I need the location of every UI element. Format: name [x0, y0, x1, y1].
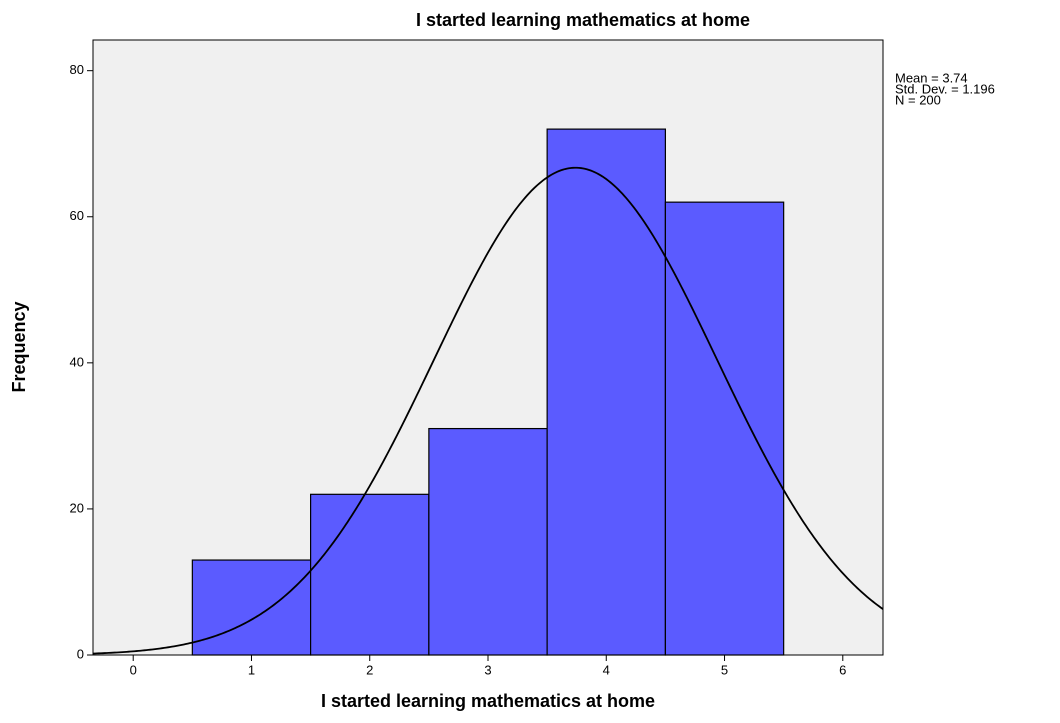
- stat-label: Std. Dev. = 1.196: [895, 81, 995, 96]
- x-tick-label: 3: [484, 662, 491, 677]
- y-tick-label: 20: [70, 500, 84, 515]
- x-tick-label: 4: [603, 662, 610, 677]
- y-axis-label: Frequency: [9, 301, 29, 392]
- x-axis-label: I started learning mathematics at home: [321, 691, 655, 711]
- y-tick-label: 40: [70, 354, 84, 369]
- x-tick-label: 0: [130, 662, 137, 677]
- y-tick-label: 60: [70, 208, 84, 223]
- x-tick-label: 1: [248, 662, 255, 677]
- x-tick-label: 2: [366, 662, 373, 677]
- stat-label: N = 200: [895, 92, 941, 107]
- normal-curve: [92, 166, 884, 655]
- bar: [310, 493, 430, 656]
- bar: [546, 128, 666, 656]
- bar: [191, 559, 312, 656]
- bar: [664, 201, 785, 656]
- y-tick-label: 0: [77, 646, 84, 661]
- chart-title: I started learning mathematics at home: [416, 10, 750, 30]
- bar: [428, 427, 548, 656]
- y-tick-label: 80: [70, 62, 84, 77]
- stat-label: Mean = 3.74: [895, 70, 968, 85]
- x-tick-label: 5: [721, 662, 728, 677]
- x-tick-label: 6: [839, 662, 846, 677]
